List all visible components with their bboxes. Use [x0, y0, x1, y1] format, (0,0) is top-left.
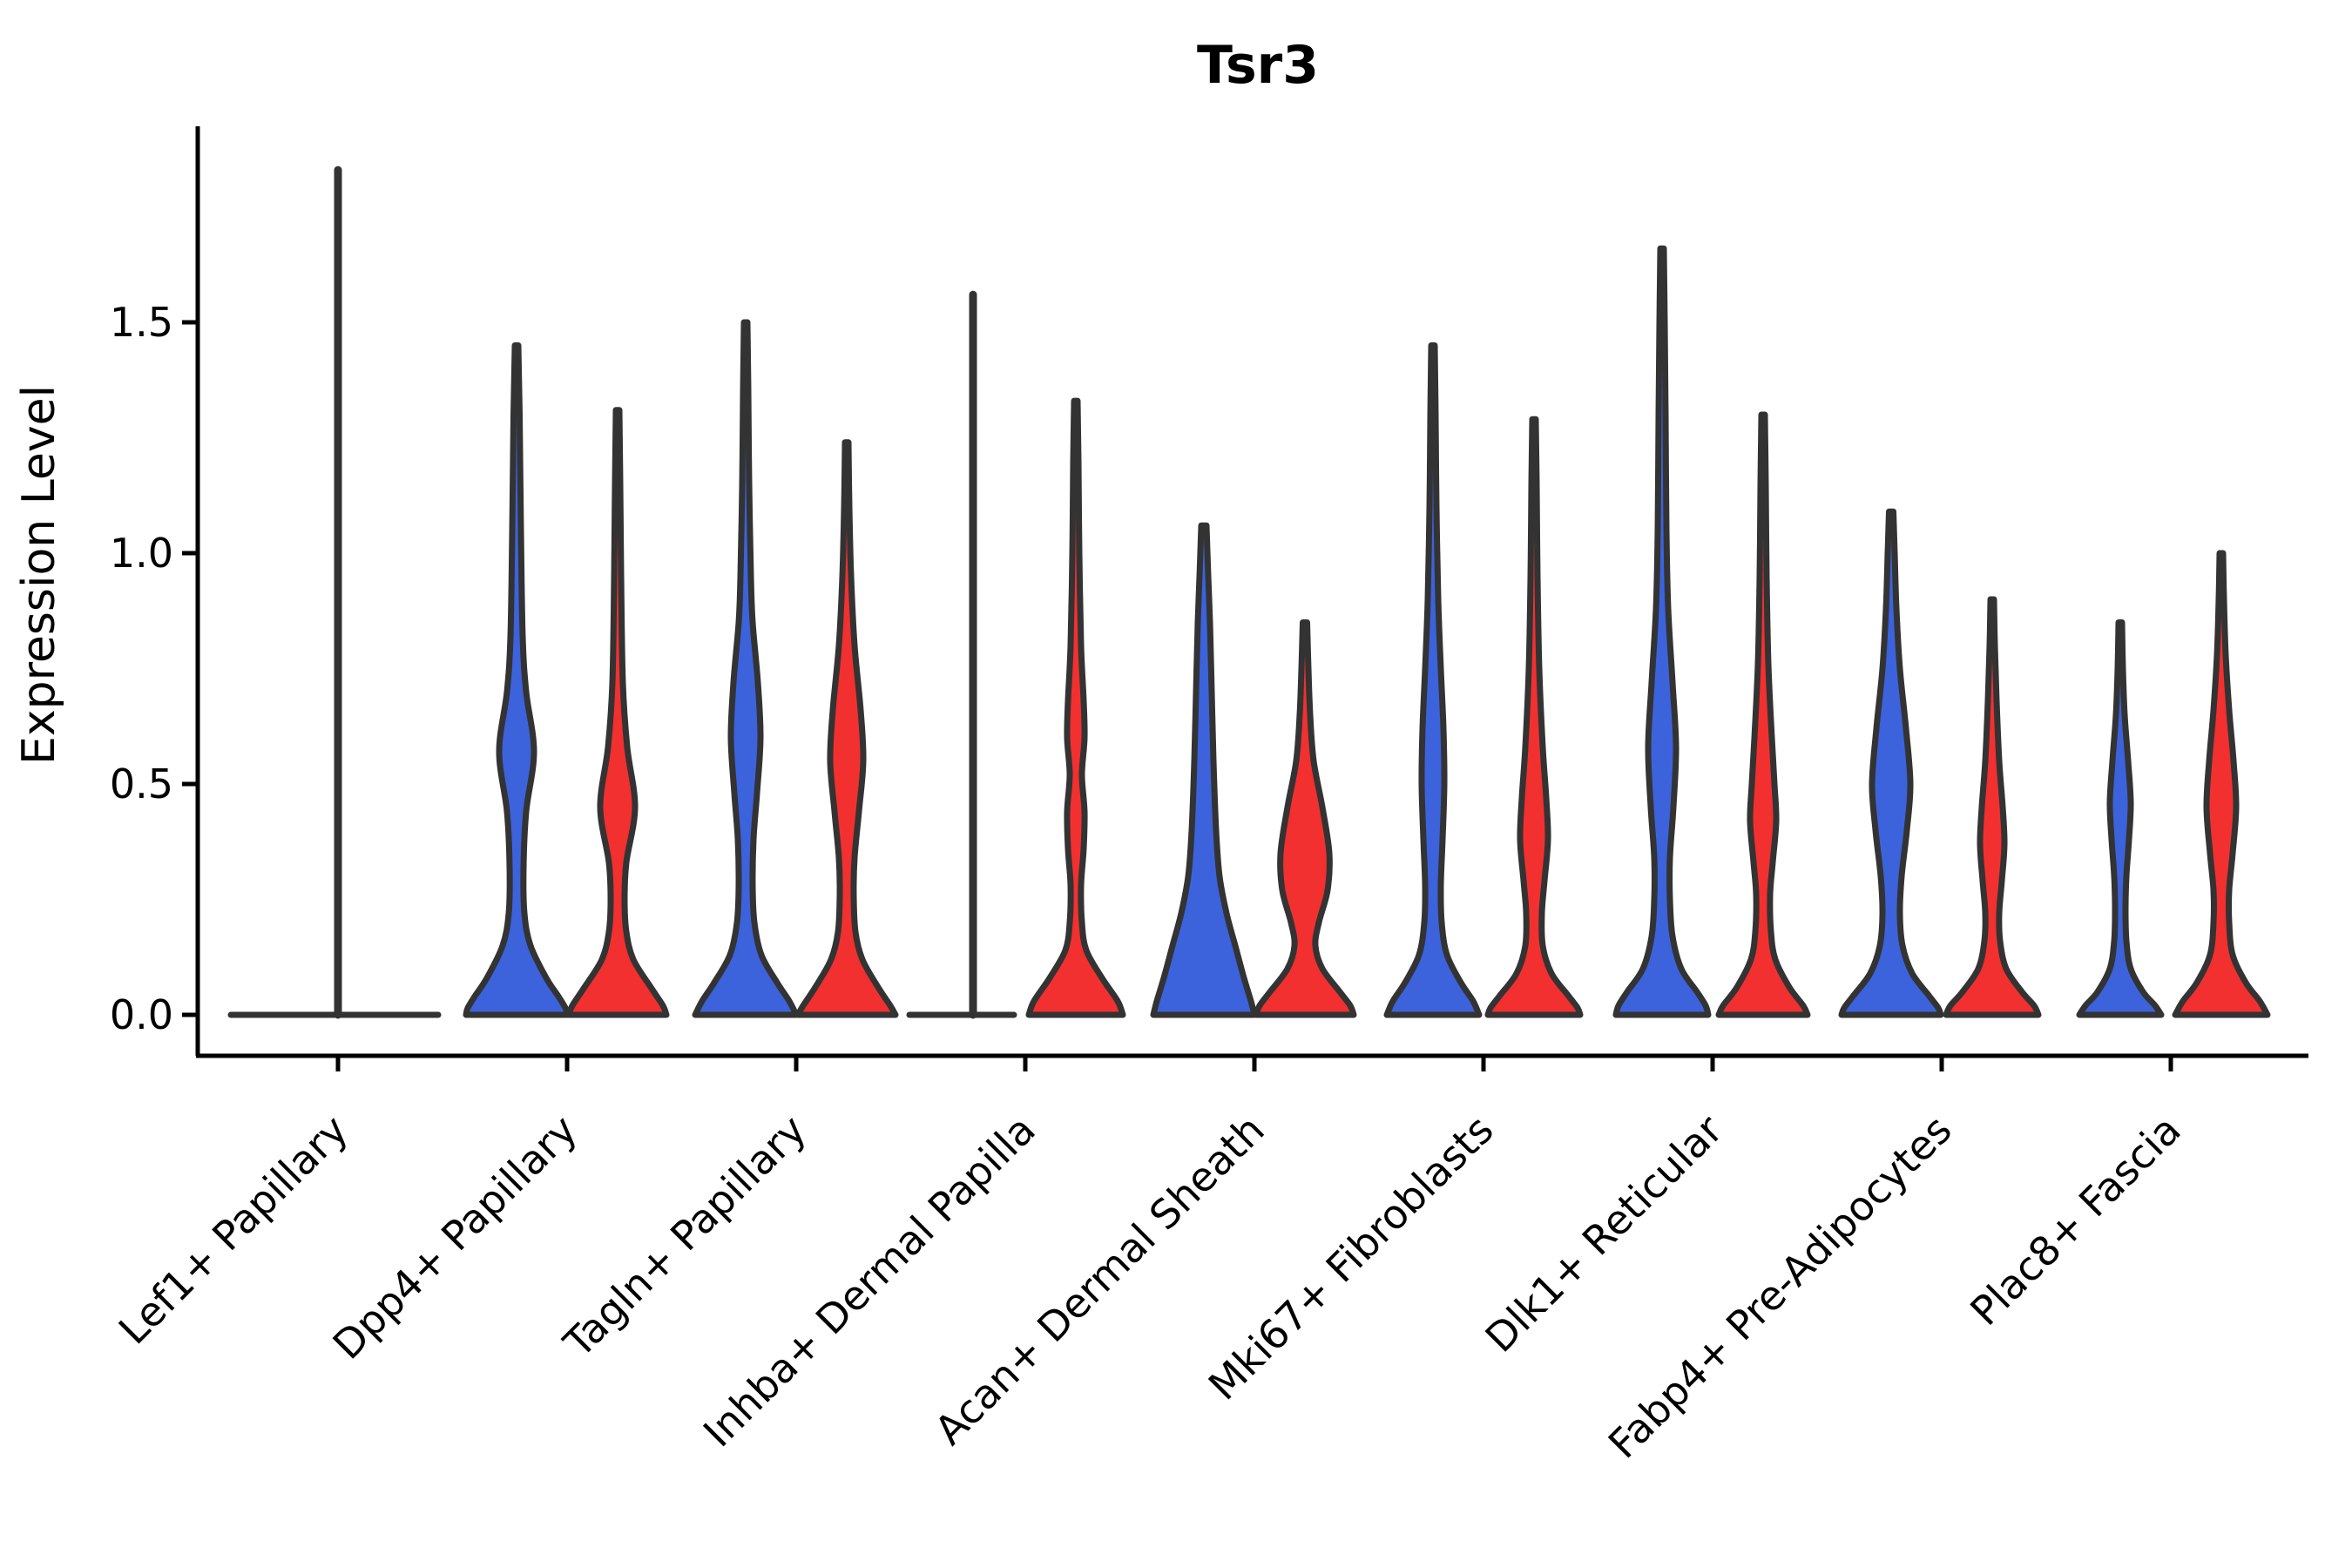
violin-fabp4-pre-adipocytes-blue [1838, 508, 1944, 1018]
violin-mki67-fibroblasts-blue [1383, 342, 1483, 1018]
violin-fabp4-pre-adipocytes-red [1943, 596, 2042, 1018]
x-tick-label-dpp4-papillary: Dpp4+ Papillary [324, 1106, 586, 1369]
violin-dpp4-papillary-red [565, 407, 670, 1018]
violin-dpp4-papillary-blue [463, 342, 571, 1018]
y-tick-label: 0.0 [110, 991, 173, 1038]
violin-dlk1-reticular-blue [1612, 245, 1712, 1018]
violin-plac8-fascia-red [2172, 550, 2271, 1018]
violin-tagln-papillary-red [794, 439, 899, 1018]
violin-mki67-fibroblasts-red [1484, 416, 1584, 1018]
y-tick-label: 1.0 [110, 530, 173, 577]
violin-series [227, 166, 2271, 1019]
chart-title: Tsr3 [1197, 35, 1319, 96]
y-tick-label: 0.5 [110, 760, 173, 808]
y-axis-label: Expression Level [13, 385, 65, 765]
x-tick-label-dlk1-reticular: Dlk1+ Reticular [1477, 1106, 1732, 1362]
violin-acan-dermal-sheath-red [1253, 619, 1357, 1018]
y-axis: 0.0 0.5 1.0 1.5 [110, 299, 198, 1038]
violin-inhba-dermal-papilla-red [1025, 397, 1126, 1018]
violin-dlk1-reticular-red [1715, 411, 1811, 1018]
x-tick-label-plac8-fascia: Plac8+ Fascia [1961, 1106, 2189, 1335]
violin-plac8-fascia-blue [2076, 619, 2165, 1018]
x-tick-label-lef1-papillary: Lef1+ Papillary [110, 1106, 357, 1354]
violin-acan-dermal-sheath-blue [1150, 522, 1258, 1018]
violin-tagln-papillary-blue [692, 319, 800, 1018]
y-tick-label: 1.5 [110, 299, 173, 346]
x-tick-label-tagln-papillary: Tagln+ Papillary [554, 1106, 815, 1368]
